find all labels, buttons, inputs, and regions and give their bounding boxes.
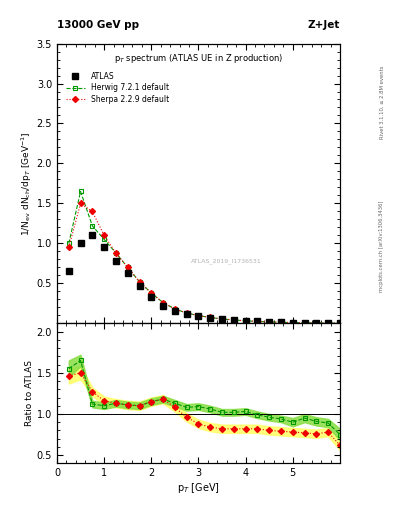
Legend: ATLAS, Herwig 7.2.1 default, Sherpa 2.2.9 default: ATLAS, Herwig 7.2.1 default, Sherpa 2.2.… <box>64 70 172 106</box>
Text: p$_T$ spectrum (ATLAS UE in Z production): p$_T$ spectrum (ATLAS UE in Z production… <box>114 52 283 65</box>
Text: 13000 GeV pp: 13000 GeV pp <box>57 20 139 30</box>
Y-axis label: 1/N$_{\rm ev}$ dN$_{\rm ch}$/dp$_T$ [GeV$^{-1}$]: 1/N$_{\rm ev}$ dN$_{\rm ch}$/dp$_T$ [GeV… <box>19 131 34 236</box>
Y-axis label: Ratio to ATLAS: Ratio to ATLAS <box>25 360 34 426</box>
Text: Rivet 3.1.10, ≥ 2.8M events: Rivet 3.1.10, ≥ 2.8M events <box>380 66 384 139</box>
Text: ATLAS_2019_I1736531: ATLAS_2019_I1736531 <box>191 258 262 264</box>
X-axis label: p$_T$ [GeV]: p$_T$ [GeV] <box>177 481 220 495</box>
Text: mcplots.cern.ch [arXiv:1306.3436]: mcplots.cern.ch [arXiv:1306.3436] <box>380 200 384 291</box>
Text: Z+Jet: Z+Jet <box>308 20 340 30</box>
